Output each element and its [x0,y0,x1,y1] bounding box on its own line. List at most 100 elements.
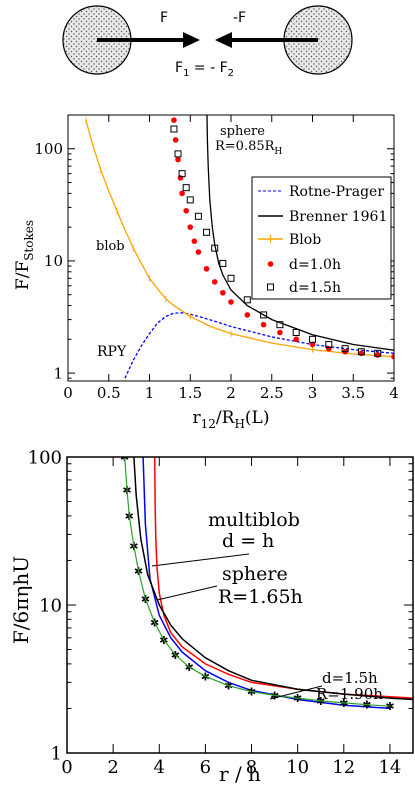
chart-1-line-brenner-1961 [206,115,394,351]
chart-2-marks: ✱✱✱✱✱✱✱✱✱✱✱✱ ✱ ✱ ✱ ✱ ✱ ✱ ✱ [120,457,413,713]
chart-1-point-d-1-0h [171,117,177,123]
chart-2-line-series-0 [142,457,390,710]
chart-1-point-d-1-0h [391,353,394,360]
chart-1-point-d-1-5h [186,196,194,204]
legend-box [251,176,392,300]
chart-1-point-d-1-0h [177,175,184,181]
chart-2-x-tick-label: 4 [154,757,165,778]
chart-1-point-d-1-0h [183,207,189,214]
chart-1-point-d-1-5h [243,296,251,304]
chart-1-x-tick-label: 3 [308,384,318,402]
chart-1-x-ticks: 0 0.5 1 1.5 2 2.5 3 3.5 4 [63,115,399,402]
chart-1-point-d-1-5h [211,244,219,252]
chart-2-x-tick-label: 2 [107,757,118,778]
chart-2-x-tick-label: 14 [378,757,401,778]
chart-1-point-d-1-5h [170,125,178,133]
chart-1-point-d-1-0h [179,190,185,197]
chart-1-point-d-1-5h [219,259,227,267]
chart-2-annotation-d15: d=1.5h [322,669,378,687]
chart-1-annotation-sphere: sphere [220,124,265,139]
chart-1-point-d-1-0h [293,336,300,343]
chart-1-x-tick-label: 0 [63,384,73,402]
chart-1-annotation-blob: blob [96,239,125,254]
chart-1-y-ticks: 1 10 100 [34,114,394,382]
legend-label-d15: d=1.5h [289,280,341,296]
chart-2-x-label: r / h [219,762,261,786]
chart-1-point-d-1-0h [326,345,332,352]
chart-2-x-tick-label: 8 [246,757,257,778]
chart-1-point-d-1-0h [374,352,381,358]
chart-2-x-tick-label: 0 [61,757,72,778]
chart-1-annotation-sphere-radius: R=0.85RH [215,139,282,157]
chart-1-point-d-1-5h [357,348,365,356]
chart-1-line-blob [85,119,394,358]
chart-2-x-tick-label: 6 [200,757,211,778]
chart-2: ✱✱✱✱✱✱✱✱✱✱✱✱ ✱ ✱ ✱ ✱ ✱ ✱ ✱ 0 2 4 6 8 10 12 14 1 10 100 F… [9,447,414,786]
chart-1-x-tick-label: 3.5 [341,384,365,402]
legend-label-d10: d=1.0h [289,257,341,273]
chart-1-point-d-1-0h [228,299,234,305]
force-arrowhead-right [183,32,200,48]
chart-2-y-tick-label: 10 [39,595,62,616]
chart-1-point-d-1-0h [187,224,194,230]
chart-1: 0 0.5 1 1.5 2 2.5 3 3.5 4 1 10 100 F/FStokes r12/R… [13,114,399,431]
chart-1-point-d-1-5h [194,212,202,220]
chart-2-y-tick-label: 100 [28,447,62,468]
chart-2-x-ticks: 0 2 4 6 8 10 12 14 [61,457,401,778]
chart-1-annotation-rpy: RPY [97,344,127,360]
chart-1-point-d-1-0h [172,137,179,143]
chart-1-point-d-1-0h [191,238,198,244]
force-arrowhead-left [215,32,232,48]
chart-2-y-label: F/6πηhU [9,556,33,644]
chart-2-y-tick-label: 1 [51,743,62,764]
chart-1-point-d-1-5h [325,340,333,348]
legend-label-brenner: Brenner 1961 [289,209,387,225]
chart-1-point-d-1-5h [203,228,211,236]
chart-1-point-d-1-0h [195,249,202,255]
chart-1-point-d-1-0h [175,156,181,163]
chart-1-point-d-1-0h [244,312,251,318]
chart-1-x-tick-label: 0.5 [97,384,121,402]
chart-2-line-series-2 [133,457,413,701]
chart-1-point-d-1-5h [374,349,382,357]
force-label-neg-f: -F [233,10,246,26]
chart-1-point-d-1-0h [309,341,316,348]
chart-1-x-label: r12/RH(L) [193,408,270,431]
chart-1-y-tick-label: 10 [44,252,63,270]
chart-1-x-tick-label: 2 [226,384,236,402]
chart-1-point-d-1-5h [174,150,182,158]
chart-1-point-d-1-5h [292,329,300,337]
chart-1-y-tick-label: 1 [53,364,63,382]
chart-1-point-d-1-0h [220,289,226,296]
legend-swatch-d15 [267,283,274,291]
chart-2-pointer-d15 [269,685,323,700]
chart-1-point-d-1-0h [358,350,365,357]
chart-1-point-d-1-5h [182,184,190,192]
chart-1-point-d-1-5h [276,321,284,329]
chart-2-x-tick-label: 10 [286,757,309,778]
chart-2-line-series-3 [124,457,390,707]
chart-1-point-d-1-0h [260,321,267,328]
chart-1-point-d-1-5h [341,345,349,353]
chart-2-y-ticks: 1 10 100 [28,447,413,764]
legend-label-blob: Blob [289,232,321,248]
chart-1-point-d-1-5h [309,335,316,343]
chart-2-annotation-multiblob-d: d = h [222,530,274,552]
chart-1-point-d-1-5h [260,311,268,319]
chart-2-annotation-sphere-r: R=1.65h [218,586,303,608]
chart-2-annotation-d15-r: R=1.90h [316,685,383,703]
chart-1-point-d-1-0h [203,266,210,272]
legend-swatch-d10 [267,261,274,267]
force-relation: F1 = - F2 [175,60,234,79]
legend-label-rotne-prager: Rotne-Prager [289,184,384,200]
chart-2-pointer-multiblob [151,553,250,567]
chart-1-line-rotne-prager [124,312,394,379]
force-label-f: F [160,10,168,26]
chart-2-x-tick-label: 12 [332,757,355,778]
chart-2-pointer-sphere [156,585,218,601]
chart-1-point-d-1-0h [277,329,283,336]
chart-1-x-tick-label: 1.5 [178,384,202,402]
chart-1-y-tick-label: 100 [34,140,63,158]
chart-1-point-d-1-5h [178,170,186,178]
chart-1-point-d-1-0h [211,279,218,285]
